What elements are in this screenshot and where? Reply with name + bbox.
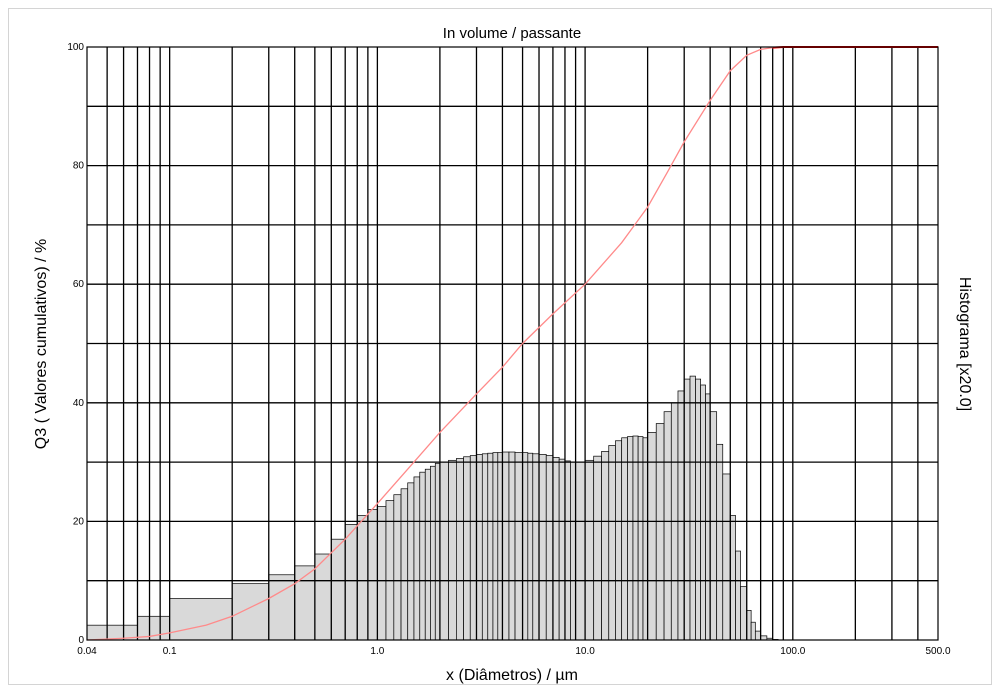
histogram-bars xyxy=(86,375,779,641)
y-tick-label: 40 xyxy=(73,398,85,409)
histogram-bar xyxy=(514,452,523,641)
histogram-bar xyxy=(564,460,571,641)
histogram-bar xyxy=(439,461,449,641)
x-tick-label: 1.0 xyxy=(370,646,384,657)
histogram-bar xyxy=(545,455,554,641)
histogram-bar xyxy=(608,445,616,641)
histogram-bar xyxy=(750,621,756,641)
y-tick-label: 60 xyxy=(73,279,85,290)
x-tick-label: 500.0 xyxy=(925,646,950,657)
x-axis-label: x (Diâmetros) / µm xyxy=(446,667,578,684)
histogram-bar xyxy=(330,538,346,641)
histogram-bar xyxy=(469,455,477,641)
histogram-bar xyxy=(705,393,711,641)
x-tick-labels: 0.04 0.1 1.0 10.0 100.0 500.0 xyxy=(77,646,951,657)
histogram-bar xyxy=(746,609,752,641)
histogram-bar xyxy=(476,454,483,641)
histogram-bar xyxy=(722,473,731,641)
histogram-bar xyxy=(393,494,402,641)
histogram-bar xyxy=(463,456,471,641)
histogram-bar xyxy=(456,458,464,641)
histogram-bar xyxy=(700,384,706,641)
histogram-bar xyxy=(407,482,415,641)
histogram-bar xyxy=(502,451,510,641)
histogram-bar xyxy=(584,459,595,641)
chart-title: In volume / passante xyxy=(443,25,581,42)
histogram-bar xyxy=(601,451,610,641)
histogram-bar xyxy=(231,583,270,641)
histogram-bar xyxy=(677,390,685,641)
histogram-bar xyxy=(377,506,387,641)
histogram-bar xyxy=(367,509,378,641)
histogram-bar xyxy=(575,461,586,641)
histogram-bar xyxy=(683,378,691,641)
histogram-bar xyxy=(729,515,736,641)
histogram-bar xyxy=(740,586,748,641)
y-tick-label: 0 xyxy=(78,635,84,646)
histogram-bar xyxy=(754,630,761,641)
histogram-bar xyxy=(735,550,741,641)
y-tick-labels: 0 20 40 60 80 100 xyxy=(67,42,84,646)
histogram-bar xyxy=(615,440,623,641)
histogram-bar xyxy=(434,462,441,641)
histogram-bar xyxy=(356,515,369,641)
histogram-bar xyxy=(570,461,576,641)
histogram-bar xyxy=(413,476,421,641)
histogram-bar xyxy=(419,471,426,641)
y-tick-label: 80 xyxy=(73,161,85,172)
histogram-bar xyxy=(709,411,718,641)
histogram-bar xyxy=(637,436,644,641)
x-tick-label: 10.0 xyxy=(575,646,595,657)
histogram-bar xyxy=(424,468,431,641)
histogram-bar xyxy=(532,453,540,641)
histogram-bar xyxy=(716,443,724,641)
cumulative-curve xyxy=(86,46,773,641)
histogram-bar xyxy=(621,437,628,641)
histogram-bar xyxy=(522,452,529,641)
histogram-bar xyxy=(448,459,457,641)
x-tick-label: 0.04 xyxy=(77,646,97,657)
y-tick-label: 20 xyxy=(73,516,85,527)
histogram-bar xyxy=(552,457,560,641)
histogram-bar xyxy=(430,465,436,641)
x-tick-label: 100.0 xyxy=(780,646,805,657)
histogram-bar xyxy=(487,452,494,641)
histogram-bar xyxy=(760,635,768,641)
histogram-bar xyxy=(655,423,665,641)
histogram-bar xyxy=(642,437,648,641)
histogram-bar xyxy=(497,452,503,641)
histogram-bar xyxy=(400,488,409,641)
histogram-bar xyxy=(627,436,634,641)
histogram-bar xyxy=(689,375,696,641)
y2-axis-label: Histograma [x20.0] xyxy=(956,277,973,411)
histogram-bar xyxy=(527,452,534,641)
histogram-bar xyxy=(695,378,701,641)
histogram-bar xyxy=(481,453,489,641)
histogram-bar xyxy=(508,451,516,641)
histogram-bar xyxy=(492,452,499,641)
y-axis-label: Q3 ( Valores cumulativos) / % xyxy=(33,239,50,449)
histogram-bar xyxy=(593,455,602,641)
histogram-bar xyxy=(663,411,672,641)
histogram-bar xyxy=(538,454,547,641)
histogram-bar xyxy=(558,458,566,641)
histogram-bar xyxy=(268,574,296,641)
plot-border xyxy=(86,46,939,641)
histogram-bar xyxy=(632,435,639,641)
grid-lines xyxy=(87,47,938,640)
histogram-bar xyxy=(344,524,358,641)
y-tick-label: 100 xyxy=(67,42,84,53)
histogram-bar xyxy=(647,432,657,641)
x-tick-label: 0.1 xyxy=(163,646,177,657)
